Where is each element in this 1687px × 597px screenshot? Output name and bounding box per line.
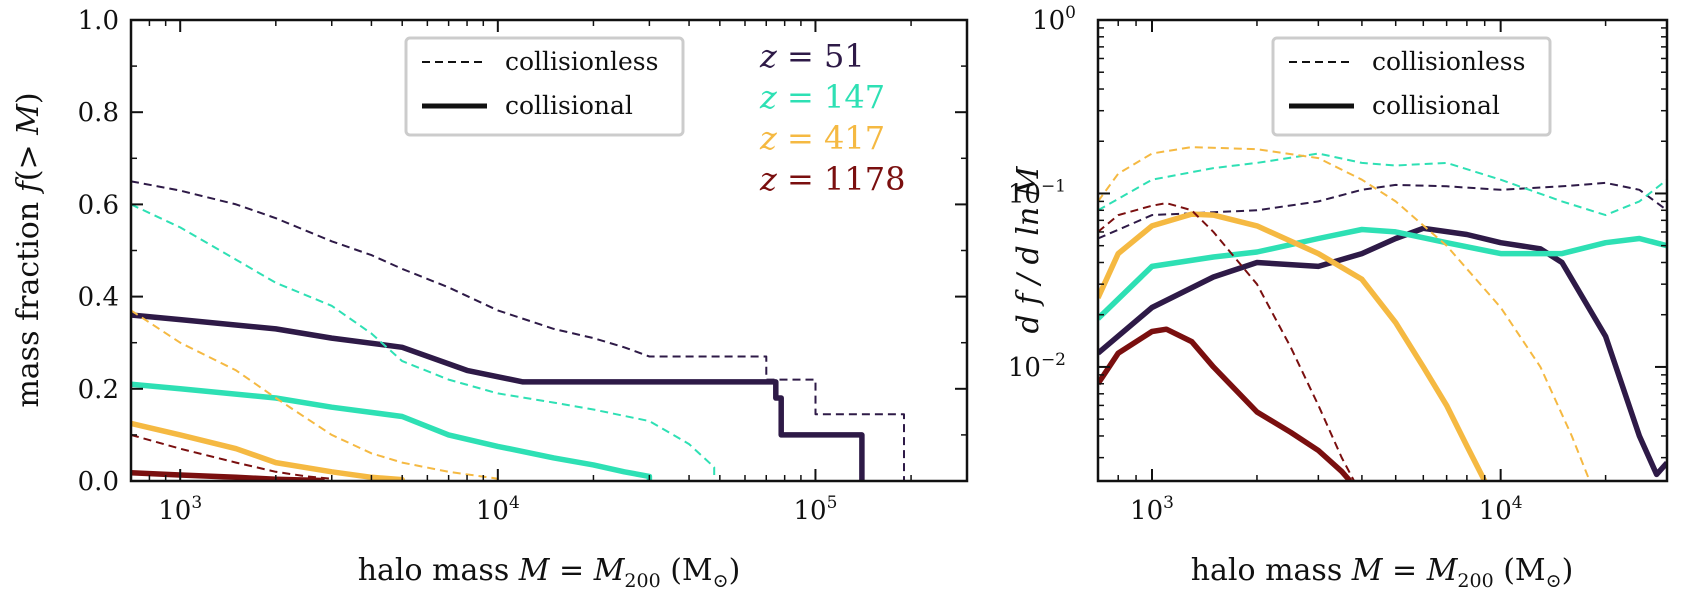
differential-axes-frame (1096, 18, 1669, 483)
cumulative-xtick-label: 103 (158, 493, 202, 526)
redshift-label-1178: z = 1178 (759, 160, 905, 198)
differential-xtick-label: 104 (1479, 493, 1523, 526)
differential-series-z417-solid (1098, 211, 1488, 481)
cumulative-ytick-label: 1.0 (78, 6, 119, 36)
differential-xtick-label: 103 (1130, 493, 1174, 526)
cumulative-series-z51-dashed (131, 180, 905, 481)
cumulative-series-z147-solid (131, 381, 653, 481)
cumulative-ytick-label: 0.4 (78, 283, 119, 313)
legend-collisional-label: collisional (505, 91, 633, 120)
differential-ytick-label: 10−2 (1008, 350, 1066, 383)
cumulative-xtick-label: 105 (793, 493, 837, 526)
redshift-labels: z = 51 z = 147 z = 417 z = 1178 (759, 37, 905, 198)
redshift-label-147: z = 147 (759, 78, 885, 116)
cumulative-panel: 103 104 105 0.0 0.2 0.4 0.6 0.8 1.0 mass fractio… (11, 6, 969, 592)
legend-collisionless-label: collisionless (1372, 47, 1525, 76)
legend-collisional-label: collisional (1372, 91, 1500, 120)
cumulative-legend: collisionless collisional (404, 36, 685, 137)
differential-ylabel: d f / d ln M (1011, 165, 1046, 333)
cumulative-ytick-label: 0.0 (78, 467, 119, 497)
cumulative-series-z417-dashed (131, 309, 499, 481)
redshift-label-51: z = 51 (759, 37, 865, 75)
cumulative-series-z417-solid (131, 420, 405, 481)
differential-xlabel: halo mass M = M200 (M⊙) (1191, 553, 1574, 592)
cumulative-ytick-label: 0.6 (78, 190, 119, 220)
cumulative-ylabel: mass fraction f(> M) (11, 92, 46, 407)
differential-series-z1178-dashed (1098, 202, 1355, 481)
cumulative-series-z1178-dashed (131, 433, 333, 481)
differential-ytick-label: 10−1 (1008, 176, 1066, 209)
differential-series-z147-dashed (1098, 152, 1667, 217)
cumulative-series-group (131, 180, 905, 481)
redshift-label-417: z = 417 (759, 119, 885, 157)
differential-series-z417-dashed (1098, 146, 1591, 481)
cumulative-xtick-label: 104 (476, 493, 520, 526)
cumulative-ytick-label: 0.8 (78, 98, 119, 128)
cumulative-ytick-label: 0.2 (78, 375, 119, 405)
cumulative-series-z147-dashed (131, 203, 716, 481)
differential-legend: collisionless collisional (1271, 36, 1552, 137)
differential-series-z51-solid (1098, 225, 1667, 478)
differential-series-z1178-solid (1098, 326, 1353, 481)
differential-panel: 103 104 100 10−1 10−2 d f / d ln M halo mass… (1008, 3, 1669, 592)
differential-series-z51-dashed (1098, 181, 1667, 240)
cumulative-ticks: 103 104 105 0.0 0.2 0.4 0.6 0.8 1.0 (78, 6, 968, 526)
cumulative-axes-frame (129, 18, 969, 483)
cumulative-series-z51-solid (131, 312, 865, 481)
cumulative-xlabel: halo mass M = M200 (M⊙) (358, 553, 741, 592)
differential-ytick-label: 100 (1032, 3, 1076, 36)
differential-series-group (1098, 146, 1667, 481)
differential-series-z147-solid (1098, 226, 1667, 321)
legend-collisionless-label: collisionless (505, 47, 658, 76)
